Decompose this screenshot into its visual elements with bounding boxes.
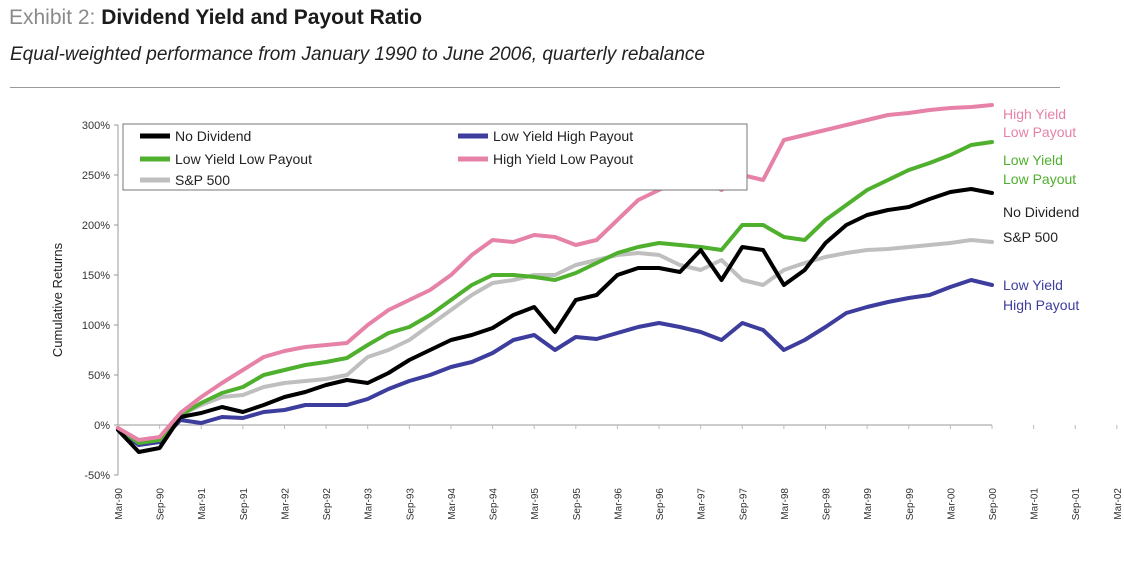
header-divider — [10, 87, 1060, 88]
x-tick-label: Sep-91 — [239, 488, 250, 521]
y-tick-label: 200% — [82, 220, 110, 232]
series-end-label: Low Payout — [1003, 124, 1076, 140]
y-tick-label: 50% — [88, 370, 110, 382]
x-tick-label: Mar-90 — [114, 488, 125, 520]
series-end-label: Low Payout — [1003, 171, 1076, 187]
x-tick-label: Sep-92 — [322, 488, 333, 521]
x-tick-label: Mar-94 — [447, 488, 458, 520]
x-tick-label: Sep-90 — [156, 488, 167, 521]
x-tick-label: Mar-98 — [780, 488, 791, 520]
exhibit-heading: Exhibit 2: Dividend Yield and Payout Rat… — [9, 6, 422, 30]
legend-label: High Yield Low Payout — [493, 151, 633, 167]
series-line-high-yield-low-payout — [116, 103, 994, 442]
y-tick-label: 250% — [82, 170, 110, 182]
y-axis-title: Cumulative Returns — [50, 242, 65, 357]
y-tick-label: 100% — [82, 320, 110, 332]
series-line-s-p-500 — [116, 238, 994, 445]
x-tick-label: Mar-93 — [364, 488, 375, 520]
series-end-label: High Payout — [1003, 297, 1079, 313]
series-end-label: Low Yield — [1003, 152, 1063, 168]
chart-subtitle: Equal-weighted performance from January … — [10, 44, 705, 65]
x-tick-label: Sep-98 — [822, 488, 833, 521]
x-tick-label: Sep-93 — [405, 488, 416, 521]
series-end-label: S&P 500 — [1003, 229, 1058, 245]
series-line-low-yield-high-payout — [116, 278, 994, 447]
x-tick-label: Mar-02 — [1113, 488, 1124, 520]
series-end-label: No Dividend — [1003, 204, 1079, 220]
series-end-label: High Yield — [1003, 106, 1066, 122]
series-end-label: Low Yield — [1003, 277, 1063, 293]
chart-title: Dividend Yield and Payout Ratio — [101, 6, 423, 29]
x-tick-label: Sep-97 — [738, 488, 749, 521]
x-tick-label: Mar-99 — [863, 488, 874, 520]
y-tick-label: -50% — [84, 470, 110, 482]
y-tick-label: 300% — [82, 120, 110, 132]
legend-label: No Dividend — [175, 128, 251, 144]
legend-label: Low Yield High Payout — [493, 128, 633, 144]
x-tick-label: Mar-97 — [697, 488, 708, 520]
x-tick-label: Mar-95 — [530, 488, 541, 520]
x-tick-label: Mar-92 — [280, 488, 291, 520]
x-tick-label: Sep-01 — [1071, 488, 1082, 521]
y-tick-label: 0% — [94, 420, 110, 432]
x-tick-label: Mar-00 — [946, 488, 957, 520]
legend-label: S&P 500 — [175, 172, 230, 188]
x-tick-label: Mar-91 — [197, 488, 208, 520]
series-line-no-dividend — [116, 187, 994, 454]
x-tick-label: Sep-95 — [572, 488, 583, 521]
x-tick-label: Sep-94 — [489, 488, 500, 521]
x-tick-label: Mar-96 — [613, 488, 624, 520]
exhibit-label: Exhibit 2: — [9, 6, 102, 29]
legend-label: Low Yield Low Payout — [175, 151, 312, 167]
x-tick-label: Sep-99 — [905, 488, 916, 521]
x-tick-label: Mar-01 — [1030, 488, 1041, 520]
series-line-low-yield-low-payout — [116, 140, 994, 445]
y-tick-label: 150% — [82, 270, 110, 282]
x-tick-label: Sep-00 — [988, 488, 999, 521]
legend-box — [122, 123, 748, 191]
x-tick-label: Sep-96 — [655, 488, 666, 521]
